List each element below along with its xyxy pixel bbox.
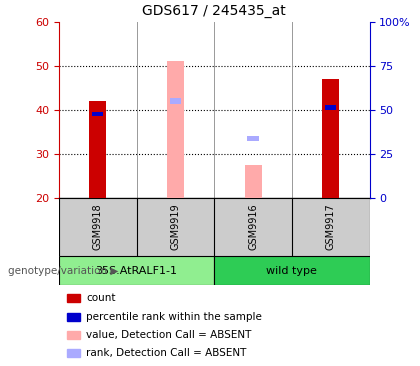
Bar	[170, 98, 181, 104]
Text: GSM9916: GSM9916	[248, 203, 258, 250]
Text: value, Detection Call = ABSENT: value, Detection Call = ABSENT	[86, 330, 252, 340]
Text: rank, Detection Call = ABSENT: rank, Detection Call = ABSENT	[86, 348, 247, 358]
Bar	[89, 101, 106, 198]
Text: 35S.AtRALF1-1: 35S.AtRALF1-1	[95, 266, 178, 276]
Text: percentile rank within the sample: percentile rank within the sample	[86, 311, 262, 322]
Bar	[244, 165, 262, 198]
Text: GSM9918: GSM9918	[93, 203, 102, 250]
Text: count: count	[86, 293, 116, 303]
Bar	[92, 112, 103, 116]
Text: genotype/variation ▶: genotype/variation ▶	[8, 266, 119, 276]
Text: GSM9917: GSM9917	[326, 203, 336, 250]
Bar	[214, 256, 370, 285]
Bar	[59, 256, 214, 285]
Bar	[167, 61, 184, 198]
Title: GDS617 / 245435_at: GDS617 / 245435_at	[142, 4, 286, 18]
Bar	[247, 136, 259, 141]
Bar	[325, 105, 336, 110]
Text: wild type: wild type	[266, 266, 318, 276]
Bar	[322, 79, 339, 198]
Text: GSM9919: GSM9919	[171, 203, 180, 250]
